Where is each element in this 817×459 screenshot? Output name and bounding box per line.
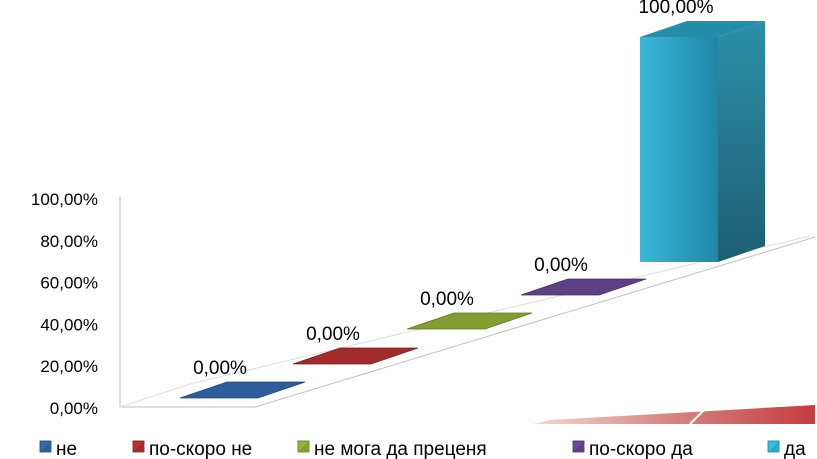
y-tick-label: 80,00% xyxy=(40,232,98,251)
legend-item: по-скоро не xyxy=(132,439,252,459)
bar xyxy=(179,381,306,399)
data-labels: 0,00% 0,00% 0,00% 0,00% 100,00% xyxy=(193,0,714,379)
y-tick-label: 20,00% xyxy=(40,357,98,376)
bar xyxy=(406,312,533,330)
data-label: 0,00% xyxy=(420,289,474,310)
legend-label: да xyxy=(784,439,806,459)
y-tick-label: 40,00% xyxy=(40,315,98,334)
y-tick-label: 0,00% xyxy=(50,399,98,418)
bar xyxy=(292,347,419,365)
legend-label: по-скоро не xyxy=(149,439,252,459)
legend-item: не мога да преценя xyxy=(297,439,487,459)
legend-item: по-скоро да xyxy=(572,439,693,459)
bar xyxy=(520,278,647,296)
data-label: 100,00% xyxy=(638,0,713,18)
legend-item: да xyxy=(767,439,806,459)
y-tick-label: 100,00% xyxy=(31,190,98,209)
y-tick-labels: 0,00% 20,00% 40,00% 60,00% 80,00% 100,00% xyxy=(31,190,98,418)
bar xyxy=(640,21,765,262)
data-label: 0,00% xyxy=(306,324,360,345)
data-label: 0,00% xyxy=(193,358,247,379)
legend-label: по-скоро да xyxy=(589,439,693,459)
floor-reflection xyxy=(533,405,815,425)
data-label: 0,00% xyxy=(534,255,588,276)
y-tick-label: 60,00% xyxy=(40,274,98,293)
bars xyxy=(179,21,765,399)
legend-label: не xyxy=(56,439,77,459)
legend-item: не xyxy=(39,439,77,459)
legend: не по-скоро не не мога да преценя по-скоро … xyxy=(39,439,806,459)
legend-label: не мога да преценя xyxy=(314,439,487,459)
